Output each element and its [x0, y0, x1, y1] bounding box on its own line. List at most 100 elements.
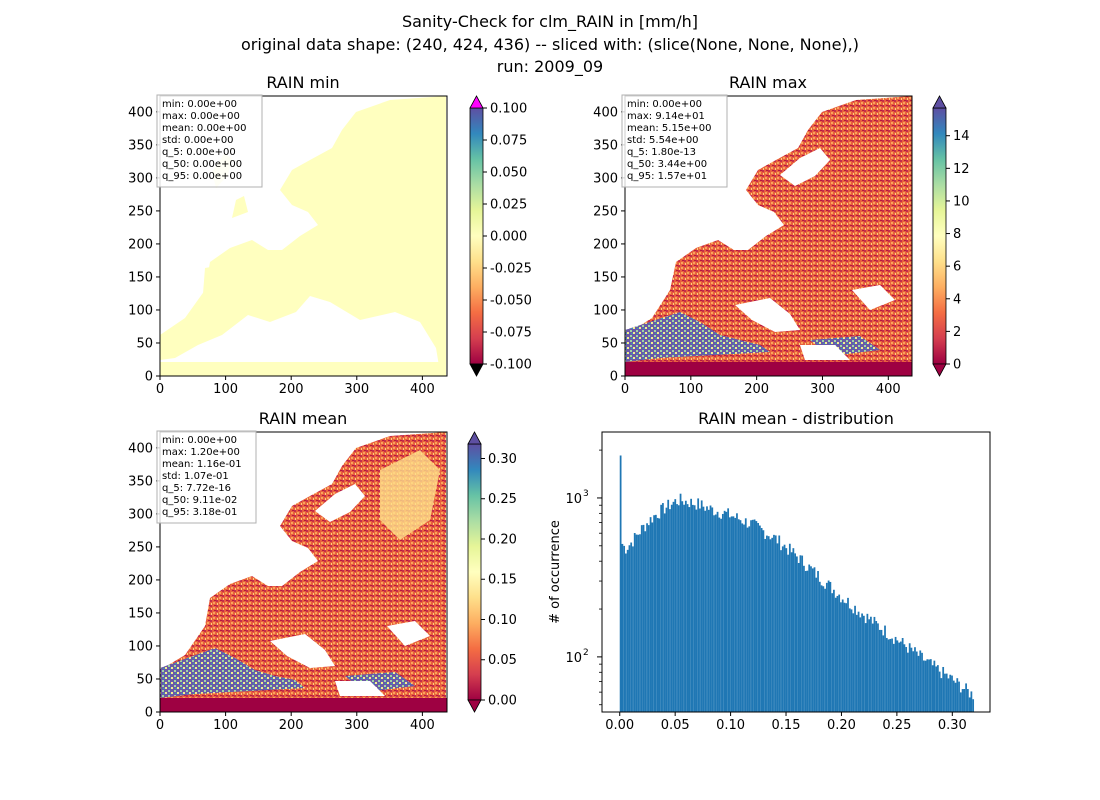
histogram-bar — [774, 535, 777, 712]
histogram-bar — [859, 617, 862, 712]
colorbar-tick-label: 0.10 — [488, 613, 517, 628]
histogram-bar — [737, 519, 740, 712]
histogram-bar — [945, 673, 948, 712]
histogram-bar — [845, 603, 848, 712]
histogram-bar — [672, 501, 675, 712]
histogram-bar — [956, 678, 959, 712]
histogram-bar — [928, 659, 930, 712]
stat-max: max: 9.14e+01 — [627, 111, 705, 122]
colorbar-under-arrow — [469, 363, 484, 377]
stat-q95: q_95: 1.57e+01 — [627, 171, 707, 182]
histogram-bar — [750, 520, 752, 712]
histogram-bar — [743, 524, 745, 712]
histogram-bar — [965, 683, 967, 712]
x-tick-label: 100 — [678, 382, 703, 397]
histogram-bar — [908, 643, 911, 712]
histogram-bar — [785, 548, 788, 712]
histogram-bar — [739, 520, 742, 712]
stat-min: min: 0.00e+00 — [627, 99, 702, 110]
histogram-bars — [619, 455, 975, 712]
histogram-bar — [942, 666, 945, 712]
histogram-bar — [815, 577, 818, 712]
histogram-bar — [734, 517, 737, 712]
histogram-bar — [878, 629, 881, 712]
x-tick-label: 0.15 — [772, 718, 801, 733]
colorbar-over-arrow — [932, 95, 947, 109]
colorbar-tick-label: 0.050 — [490, 166, 527, 181]
histogram-bar — [792, 548, 795, 712]
histogram-bar — [947, 678, 950, 712]
stat-q5: q_5: 0.00e+00 — [162, 147, 236, 158]
colorbar-tick-label: 0.20 — [488, 532, 517, 547]
histogram-bar — [730, 516, 733, 712]
y-tick-label: 400 — [128, 105, 153, 120]
stats-box-rain-max: min: 0.00e+00 max: 9.14e+01 mean: 5.15e+… — [621, 94, 728, 188]
y-tick-label: 100 — [128, 639, 153, 654]
histogram-bar — [959, 692, 962, 712]
y-tick-label: 250 — [128, 540, 153, 555]
y-tick-label: 100 — [128, 303, 153, 318]
map-land-rain-min — [160, 96, 446, 376]
histogram-bar — [924, 660, 927, 712]
y-tick-label: 350 — [128, 138, 153, 153]
y-tick-label: 50 — [136, 336, 153, 351]
histogram-bar — [639, 534, 641, 712]
histogram-bar — [700, 500, 703, 712]
stat-min: min: 0.00e+00 — [162, 99, 237, 110]
x-tick-label: 0.25 — [882, 718, 911, 733]
histogram-bar — [875, 621, 878, 712]
histogram-bar — [951, 675, 953, 712]
histogram-bar — [729, 517, 731, 712]
x-tick-label: 200 — [279, 718, 304, 733]
histogram-bar — [834, 597, 837, 712]
histogram-bar — [822, 586, 825, 712]
colorbar-rain-min: -0.100 -0.075 -0.050 -0.025 0.000 0.025 0.050 0… — [469, 95, 532, 377]
y-tick-label: 400 — [593, 105, 618, 120]
histogram-bar — [626, 549, 629, 712]
histogram-bar — [852, 613, 855, 712]
x-tick-label: 400 — [876, 382, 901, 397]
colorbar-over-arrow — [469, 95, 484, 109]
stat-max: max: 0.00e+00 — [162, 111, 240, 122]
colorbar-over-arrow — [467, 431, 482, 445]
histogram-bar — [796, 556, 798, 712]
histogram-bar — [704, 510, 707, 712]
histogram-bar — [669, 509, 671, 712]
histogram-bar — [633, 533, 636, 712]
histogram-bar — [658, 518, 661, 712]
histogram-bar — [843, 602, 846, 712]
histogram-bar — [764, 538, 767, 712]
figure-title-line-3: run: 2009_09 — [496, 57, 604, 76]
stat-max: max: 1.20e+00 — [162, 447, 240, 458]
histogram-bar — [751, 519, 754, 712]
plot-frame-distribution — [601, 431, 991, 713]
histogram-bar — [625, 553, 627, 712]
y-tick-label: 300 — [128, 171, 153, 186]
histogram-bar — [799, 555, 802, 712]
colorbar-tick-label: 0.25 — [488, 492, 517, 507]
histogram-bar — [866, 613, 869, 712]
panel-rain-mean-distribution: RAIN mean - distribution 0.00 0.05 0.10 0.1… — [548, 409, 991, 733]
y-axis-label-distribution: # of occurrence — [548, 520, 563, 624]
colorbar-tick-label: 10 — [953, 194, 970, 209]
histogram-bar — [702, 506, 705, 712]
histogram-bar — [762, 530, 765, 712]
histogram-bar — [820, 585, 823, 712]
histogram-bar — [848, 608, 851, 712]
histogram-bar — [741, 523, 744, 712]
panel-title-rain-max: RAIN max — [729, 73, 807, 92]
stat-q95: q_95: 3.18e-01 — [162, 507, 237, 518]
histogram-bar — [841, 599, 844, 712]
histogram-bar — [623, 545, 626, 712]
histogram-bar — [736, 513, 738, 712]
histogram-bar — [632, 546, 634, 712]
x-tick-label: 0.10 — [716, 718, 745, 733]
histogram-bar — [963, 689, 966, 712]
histogram-bar — [824, 588, 826, 712]
histogram-bar — [646, 523, 648, 712]
panel-rain-max: RAIN max 0 100 200 300 400 05010015020025030… — [593, 73, 969, 397]
x-tick-label: 0 — [156, 718, 164, 733]
y-tick-label: 300 — [128, 507, 153, 522]
histogram-bar — [670, 504, 673, 712]
histogram-bar — [847, 597, 849, 712]
